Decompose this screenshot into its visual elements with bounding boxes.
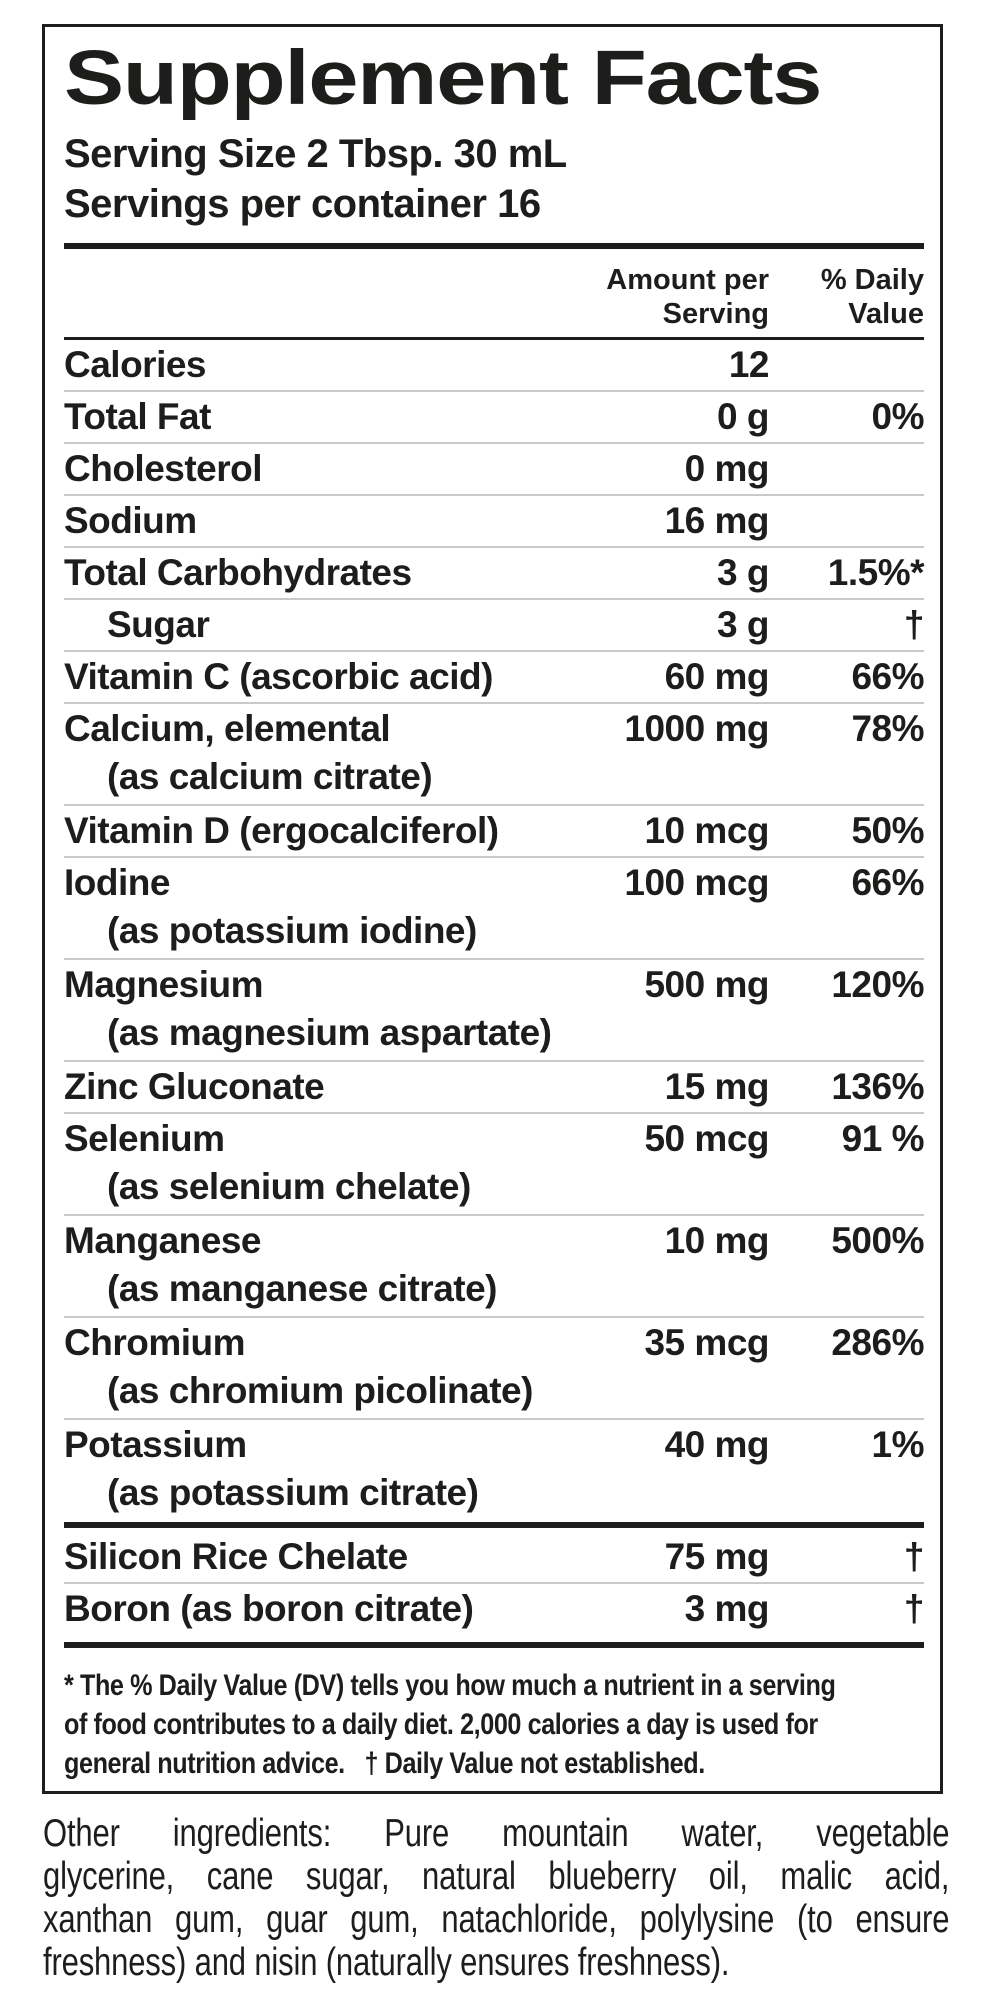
nutrient-amount: 12 bbox=[728, 344, 770, 385]
nutrient-dv: 78% bbox=[851, 708, 924, 749]
divider-thick bbox=[64, 1642, 924, 1648]
nutrient-row-vitamin-d: Vitamin D (ergocalciferol) 10 mcg 50% bbox=[64, 804, 925, 856]
supplement-facts-panel: Supplement Facts Serving Size 2 Tbsp. 30… bbox=[42, 24, 943, 1794]
nutrient-amount: 60 mg bbox=[664, 656, 770, 697]
nutrient-dv: 500% bbox=[831, 1220, 924, 1261]
nutrient-name: Manganese bbox=[64, 1220, 262, 1261]
nutrient-source: (as potassium citrate) bbox=[107, 1472, 479, 1513]
nutrient-amount: 10 mg bbox=[664, 1220, 770, 1261]
nutrient-dv: 91 % bbox=[841, 1118, 925, 1159]
other-ingredients-line: freshness) and nisin (naturally ensures … bbox=[43, 1941, 730, 1984]
nutrient-amount: 40 mg bbox=[664, 1424, 770, 1465]
nutrient-name: Total Fat bbox=[64, 396, 211, 437]
nutrient-amount: 15 mg bbox=[664, 1066, 770, 1107]
servings-per-container: Servings per container 16 bbox=[64, 182, 541, 226]
nutrient-name: Calcium, elemental bbox=[64, 708, 391, 749]
nutrient-row-zinc-gluconate: Zinc Gluconate 15 mg 136% bbox=[64, 1060, 925, 1112]
nutrient-dv: 286% bbox=[831, 1322, 924, 1363]
nutrient-name: Total Carbohydrates bbox=[64, 552, 412, 593]
nutrient-row-potassium: Potassium 40 mg 1% bbox=[64, 1418, 925, 1470]
header-spacer bbox=[64, 263, 519, 331]
divider-thin bbox=[64, 337, 924, 340]
nutrient-amount: 100 mcg bbox=[624, 862, 769, 903]
nutrient-name: Vitamin D (ergocalciferol) bbox=[64, 810, 499, 851]
nutrient-row-silicon-rice-chelate: Silicon Rice Chelate 75 mg † bbox=[64, 1528, 925, 1582]
nutrient-row-selenium: Selenium 50 mcg 91 % bbox=[64, 1112, 925, 1164]
nutrient-name: Cholesterol bbox=[64, 448, 263, 489]
nutrient-name: Potassium bbox=[64, 1424, 247, 1465]
nutrient-row-cholesterol: Cholesterol 0 mg bbox=[64, 442, 924, 494]
nutrient-row-magnesium: Magnesium 500 mg 120% bbox=[64, 958, 925, 1010]
nutrient-amount: 50 mcg bbox=[644, 1118, 769, 1159]
nutrient-amount: 75 mg bbox=[664, 1536, 770, 1577]
nutrient-name: Vitamin C (ascorbic acid) bbox=[64, 656, 493, 697]
nutrient-dv: 1.5%* bbox=[827, 552, 925, 593]
column-headers: Amount per Serving % Daily Value bbox=[64, 263, 924, 331]
nutrient-row-chromium: Chromium 35 mcg 286% bbox=[64, 1316, 925, 1368]
nutrient-amount: 1000 mg bbox=[624, 708, 769, 749]
nutrient-dv: 0% bbox=[871, 396, 925, 437]
nutrient-amount: 16 mg bbox=[664, 500, 770, 541]
nutrient-source: (as manganese citrate) bbox=[107, 1268, 498, 1309]
daily-value-footnote: * The % Daily Value (DV) tells you how m… bbox=[64, 1666, 982, 1783]
nutrient-row-total-carbohydrates: Total Carbohydrates 3 g 1.5%* bbox=[64, 546, 925, 598]
nutrient-row-boron: Boron (as boron citrate) 3 mg † bbox=[64, 1582, 925, 1634]
nutrient-amount: 10 mcg bbox=[644, 810, 769, 851]
amount-per-serving-header: Amount per Serving bbox=[606, 264, 769, 330]
footnote-line: * The % Daily Value (DV) tells you how m… bbox=[64, 1669, 836, 1702]
nutrient-name: Selenium bbox=[64, 1118, 225, 1159]
nutrient-dv: 66% bbox=[851, 862, 924, 903]
nutrient-row-calories: Calories 12 bbox=[64, 340, 924, 390]
percent-daily-value-header: % Daily Value bbox=[820, 264, 924, 330]
nutrient-amount: 3 g bbox=[717, 604, 769, 645]
serving-info: Serving Size 2 Tbsp. 30 mL Servings per … bbox=[64, 129, 924, 229]
nutrient-amount: 500 mg bbox=[644, 964, 769, 1005]
nutrient-dv: † bbox=[903, 604, 925, 645]
serving-size: Serving Size 2 Tbsp. 30 mL bbox=[64, 132, 567, 176]
nutrient-source: (as magnesium aspartate) bbox=[107, 1012, 552, 1053]
nutrient-amount: 0 mg bbox=[684, 448, 770, 489]
nutrient-amount: 3 g bbox=[717, 552, 769, 593]
divider-thick bbox=[64, 243, 924, 249]
footnote-line: general nutrition advice. † Daily Value … bbox=[64, 1747, 705, 1780]
nutrient-name: Sodium bbox=[64, 500, 197, 541]
other-ingredients-line: Other ingredients: Pure mountain water, … bbox=[43, 1812, 950, 1855]
nutrient-row-manganese: Manganese 10 mg 500% bbox=[64, 1214, 925, 1266]
nutrient-name: Silicon Rice Chelate bbox=[64, 1536, 408, 1577]
nutrient-amount: 35 mcg bbox=[644, 1322, 769, 1363]
nutrient-row-vitamin-c: Vitamin C (ascorbic acid) 60 mg 66% bbox=[64, 650, 925, 702]
nutrient-dv: 50% bbox=[851, 810, 924, 851]
nutrient-name: Chromium bbox=[64, 1322, 246, 1363]
nutrient-name: Iodine bbox=[64, 862, 170, 903]
nutrient-source: (as chromium picolinate) bbox=[107, 1370, 533, 1411]
nutrient-source: (as calcium citrate) bbox=[107, 756, 433, 797]
nutrient-dv: 120% bbox=[831, 964, 924, 1005]
divider-thick bbox=[64, 1522, 924, 1528]
nutrient-dv: 136% bbox=[831, 1066, 924, 1107]
nutrient-row-total-fat: Total Fat 0 g 0% bbox=[64, 390, 925, 442]
nutrient-amount: 3 mg bbox=[684, 1588, 770, 1629]
footnote-line: of food contributes to a daily diet. 2,0… bbox=[64, 1708, 818, 1741]
nutrient-name: Calories bbox=[64, 344, 207, 385]
nutrient-dv: 1% bbox=[871, 1424, 925, 1465]
nutrient-name: Zinc Gluconate bbox=[64, 1066, 325, 1107]
nutrient-name: Sugar bbox=[107, 604, 210, 645]
nutrient-dv: † bbox=[903, 1588, 925, 1629]
nutrient-name: Boron (as boron citrate) bbox=[64, 1588, 474, 1629]
other-ingredients-line: xanthan gum, guar gum, natachloride, pol… bbox=[43, 1898, 950, 1941]
panel-title: Supplement Facts bbox=[64, 35, 822, 121]
nutrient-dv: 66% bbox=[851, 656, 924, 697]
nutrient-source: (as potassium iodine) bbox=[107, 910, 477, 951]
nutrient-row-sodium: Sodium 16 mg bbox=[64, 494, 924, 546]
nutrient-row-sugar: Sugar 3 g † bbox=[64, 598, 925, 650]
other-ingredients-line: glycerine, cane sugar, natural blueberry… bbox=[43, 1855, 950, 1898]
nutrient-row-calcium: Calcium, elemental 1000 mg 78% bbox=[64, 702, 925, 754]
nutrient-source: (as selenium chelate) bbox=[107, 1166, 471, 1207]
nutrient-dv: † bbox=[903, 1536, 925, 1577]
nutrient-name: Magnesium bbox=[64, 964, 264, 1005]
other-ingredients-paragraph: Other ingredients: Pure mountain water, … bbox=[43, 1812, 949, 1984]
nutrient-amount: 0 g bbox=[717, 396, 769, 437]
nutrient-row-iodine: Iodine 100 mcg 66% bbox=[64, 856, 925, 908]
